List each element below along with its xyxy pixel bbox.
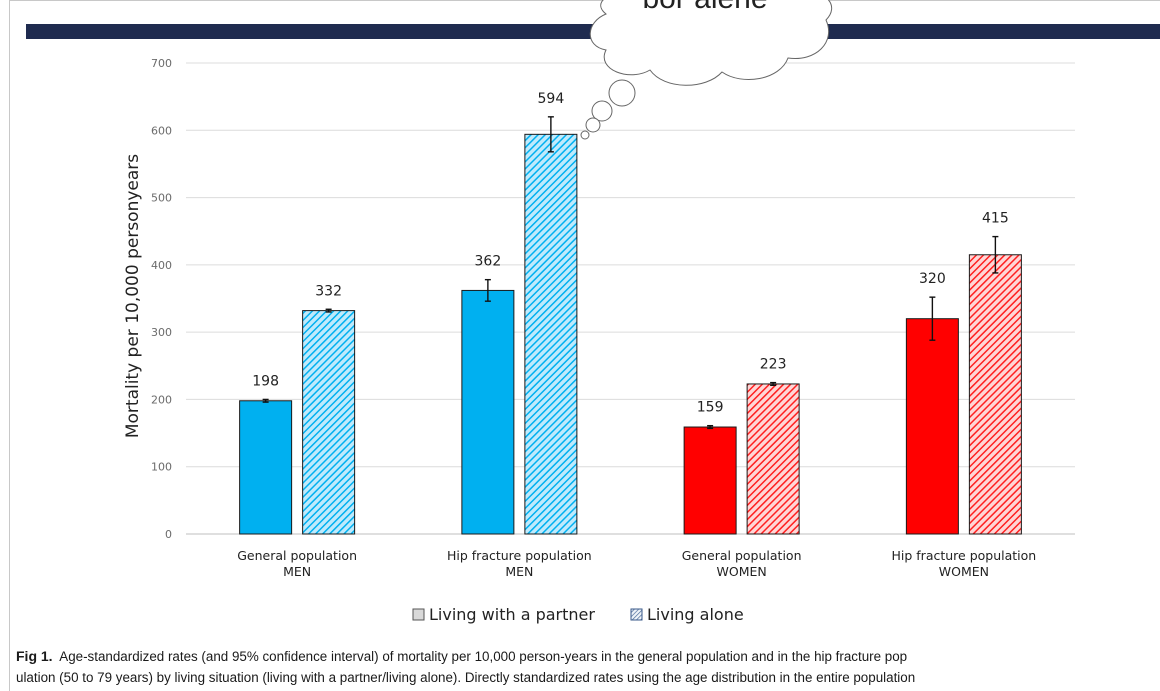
cloud-bubble-large <box>608 79 636 107</box>
data-label: 159 <box>697 400 724 416</box>
data-label: 332 <box>315 283 342 299</box>
x-tick-label: WOMEN <box>939 564 989 579</box>
bars <box>239 116 1022 535</box>
y-tick-label: 300 <box>151 326 172 339</box>
y-axis: 0 100 200 300 400 500 600 700 <box>151 57 172 541</box>
x-tick-label: General population <box>237 548 357 563</box>
cloud-text: bor alene <box>642 0 767 15</box>
y-tick-label: 500 <box>151 192 172 205</box>
x-tick-label: Hip fracture population <box>447 548 592 563</box>
cloud-bubble-small <box>585 117 601 133</box>
bar <box>683 426 737 535</box>
y-tick-label: 600 <box>151 124 172 137</box>
cloud-shape <box>589 0 833 86</box>
figure-frame <box>9 0 1160 691</box>
thought-bubble: bor alene <box>580 0 833 140</box>
y-tick-label: 100 <box>151 461 172 474</box>
figure-caption: Fig 1. Age-standardized rates (and 95% c… <box>16 646 1156 688</box>
y-tick-label: 200 <box>151 393 172 406</box>
data-label: 198 <box>252 373 279 389</box>
caption-text-2: ulation (50 to 79 years) by living situa… <box>16 670 916 685</box>
legend: Living with a partner Living alone <box>412 605 744 624</box>
caption-line-2: ulation (50 to 79 years) by living situa… <box>16 667 1156 688</box>
x-tick-label: General population <box>682 548 802 563</box>
bar <box>302 310 356 535</box>
x-tick-label: Hip fracture population <box>892 548 1037 563</box>
cloud-bubble-tiny <box>580 130 590 140</box>
y-tick-label: 0 <box>165 528 172 541</box>
bar-chart: 0 100 200 300 400 500 600 700 198 332 362 594 159 22… <box>123 0 1075 624</box>
bar <box>239 400 293 535</box>
x-tick-label: MEN <box>505 564 533 579</box>
data-label: 594 <box>538 91 565 107</box>
data-label: 362 <box>475 254 502 270</box>
bar <box>524 133 578 535</box>
y-tick-label: 700 <box>151 57 172 70</box>
data-labels: 198 332 362 594 159 223 320 415 <box>252 91 1008 416</box>
legend-swatch-living-alone <box>630 608 643 621</box>
data-label: 415 <box>982 211 1009 227</box>
bar <box>746 383 800 535</box>
data-label: 320 <box>919 271 946 287</box>
caption-label: Fig 1. <box>16 648 53 664</box>
bar <box>968 254 1022 535</box>
cloud-bubble-medium <box>591 100 613 122</box>
y-axis-label: Mortality per 10,000 personyears <box>123 154 143 438</box>
legend-label-living-alone: Living alone <box>647 605 744 624</box>
caption-line-1: Fig 1. Age-standardized rates (and 95% c… <box>16 646 1156 667</box>
x-tick-label: MEN <box>283 564 311 579</box>
x-tick-label: WOMEN <box>717 564 767 579</box>
data-label: 223 <box>760 357 787 373</box>
y-tick-label: 400 <box>151 259 172 272</box>
bar <box>461 289 515 535</box>
legend-label-living-with-partner: Living with a partner <box>429 605 595 624</box>
caption-text-1: Age-standardized rates (and 95% confiden… <box>59 649 908 664</box>
legend-swatch-living-with-partner <box>412 608 425 621</box>
bar <box>905 318 959 535</box>
